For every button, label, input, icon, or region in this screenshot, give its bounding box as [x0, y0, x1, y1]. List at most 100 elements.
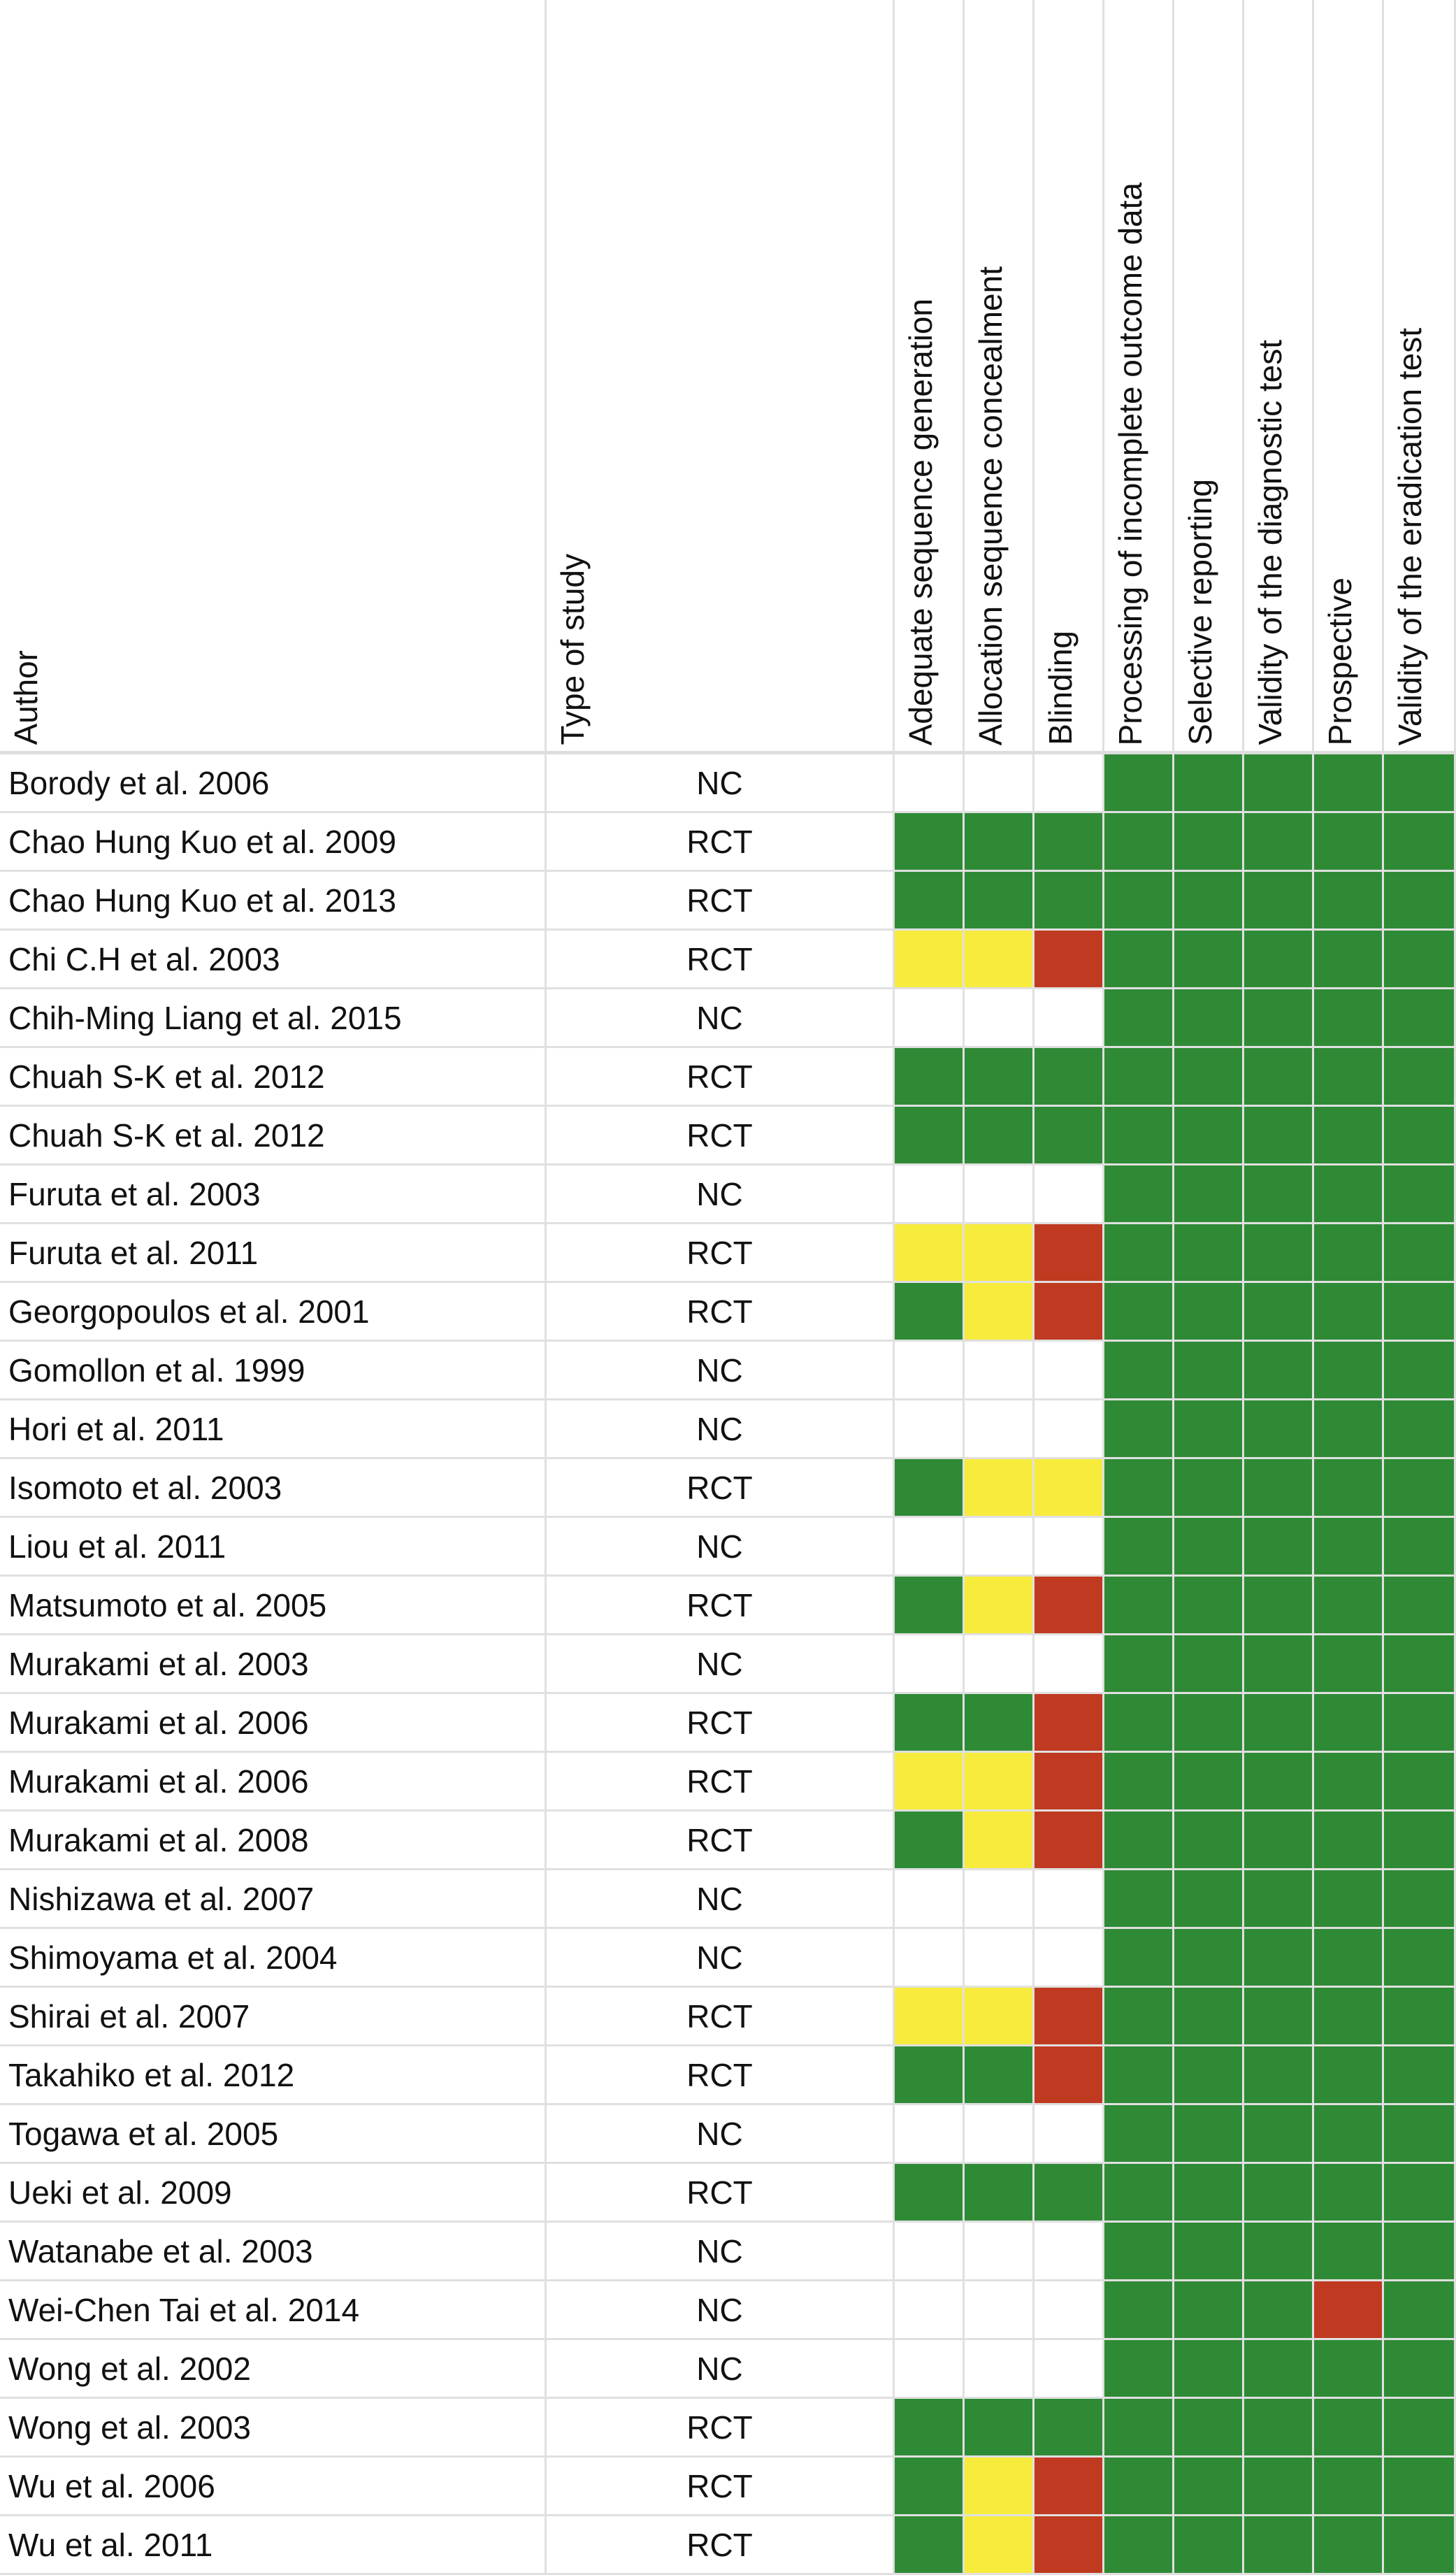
rating-cell: [1104, 1224, 1174, 1283]
rating-cell: [1174, 2164, 1244, 2223]
header-text: Validity of the eradication test: [1392, 327, 1428, 745]
rating-cell: [1035, 1342, 1104, 1400]
rating-cell: [1384, 754, 1456, 813]
rating-cell: [1035, 1635, 1104, 1694]
rating-cell: [965, 1988, 1035, 2046]
rating-cell: [895, 1577, 965, 1635]
rating-cell: [1174, 1107, 1244, 1165]
rating-cell: [1035, 1694, 1104, 1753]
rating-cell: [895, 1459, 965, 1518]
rating-cell: [1384, 1812, 1456, 1870]
column-header: Author: [0, 0, 547, 754]
author-cell: Liou et al. 2011: [0, 1518, 547, 1577]
rating-cell: [1244, 1459, 1314, 1518]
author-cell: Nishizawa et al. 2007: [0, 1870, 547, 1929]
rating-cell: [1244, 2046, 1314, 2105]
rating-cell: [1104, 2340, 1174, 2399]
rating-cell: [1384, 1694, 1456, 1753]
rating-cell: [965, 1342, 1035, 1400]
type-cell: RCT: [547, 813, 895, 872]
rating-cell: [1384, 1929, 1456, 1988]
author-cell: Matsumoto et al. 2005: [0, 1577, 547, 1635]
rating-cell: [1314, 989, 1384, 1048]
header-text: Validity of the diagnostic test: [1252, 340, 1288, 745]
type-cell: NC: [547, 754, 895, 813]
rating-cell: [965, 2046, 1035, 2105]
type-cell: RCT: [547, 2164, 895, 2223]
rating-cell: [1244, 1400, 1314, 1459]
rating-cell: [1314, 1459, 1384, 1518]
rating-cell: [1174, 1812, 1244, 1870]
rating-cell: [1174, 1459, 1244, 1518]
author-cell: Chao Hung Kuo et al. 2013: [0, 872, 547, 931]
rating-cell: [1244, 813, 1314, 872]
rating-cell: [895, 2340, 965, 2399]
rating-cell: [1314, 1929, 1384, 1988]
author-cell: Chuah S-K et al. 2012: [0, 1107, 547, 1165]
rating-cell: [1104, 1694, 1174, 1753]
rating-cell: [1035, 1400, 1104, 1459]
rating-cell: [1314, 2046, 1384, 2105]
rating-cell: [965, 1283, 1035, 1342]
rating-cell: [1384, 2223, 1456, 2281]
author-cell: Shirai et al. 2007: [0, 1988, 547, 2046]
rating-cell: [965, 2105, 1035, 2164]
header-text: Type of study: [554, 554, 591, 745]
rating-cell: [1314, 754, 1384, 813]
rating-cell: [965, 1870, 1035, 1929]
rating-cell: [965, 1165, 1035, 1224]
type-cell: RCT: [547, 1577, 895, 1635]
rating-cell: [1244, 2164, 1314, 2223]
rating-cell: [895, 2399, 965, 2458]
author-cell: Hori et al. 2011: [0, 1400, 547, 1459]
rating-cell: [895, 1400, 965, 1459]
type-cell: NC: [547, 1870, 895, 1929]
rating-cell: [1035, 1988, 1104, 2046]
rating-cell: [1104, 1870, 1174, 1929]
rating-cell: [895, 1048, 965, 1107]
author-cell: Chuah S-K et al. 2012: [0, 1048, 547, 1107]
author-cell: Wei-Chen Tai et al. 2014: [0, 2281, 547, 2340]
rating-cell: [895, 754, 965, 813]
rating-cell: [1314, 2340, 1384, 2399]
rating-cell: [1244, 1870, 1314, 1929]
rating-cell: [1174, 2046, 1244, 2105]
rating-cell: [1314, 1577, 1384, 1635]
rating-cell: [1244, 1107, 1314, 1165]
rating-cell: [895, 1753, 965, 1812]
type-cell: RCT: [547, 1988, 895, 2046]
rating-cell: [1384, 1165, 1456, 1224]
column-header: Prospective: [1314, 0, 1384, 754]
rating-cell: [1104, 1929, 1174, 1988]
rating-cell: [1314, 1635, 1384, 1694]
type-cell: RCT: [547, 1459, 895, 1518]
rating-cell: [1174, 1400, 1244, 1459]
rating-cell: [1035, 2105, 1104, 2164]
rating-cell: [965, 1753, 1035, 1812]
rating-cell: [1314, 2105, 1384, 2164]
rating-cell: [1104, 989, 1174, 1048]
rating-cell: [1314, 1988, 1384, 2046]
rating-cell: [895, 2223, 965, 2281]
rating-cell: [1035, 2281, 1104, 2340]
rating-cell: [895, 2164, 965, 2223]
rating-cell: [1244, 1518, 1314, 1577]
rating-cell: [965, 2223, 1035, 2281]
rating-cell: [1174, 813, 1244, 872]
rating-cell: [895, 2105, 965, 2164]
rating-cell: [965, 1459, 1035, 1518]
rating-cell: [895, 2281, 965, 2340]
rating-cell: [1314, 1518, 1384, 1577]
rating-cell: [1384, 2399, 1456, 2458]
rating-cell: [1174, 1694, 1244, 1753]
rating-cell: [1174, 1753, 1244, 1812]
header-text: Author: [8, 650, 44, 745]
rating-cell: [1384, 2340, 1456, 2399]
header-text: Allocation sequence concealment: [972, 266, 1009, 745]
rating-cell: [1384, 1577, 1456, 1635]
rating-cell: [1174, 2340, 1244, 2399]
rating-cell: [1244, 754, 1314, 813]
author-cell: Chao Hung Kuo et al. 2009: [0, 813, 547, 872]
rating-cell: [1104, 1577, 1174, 1635]
rating-cell: [1384, 2516, 1456, 2575]
